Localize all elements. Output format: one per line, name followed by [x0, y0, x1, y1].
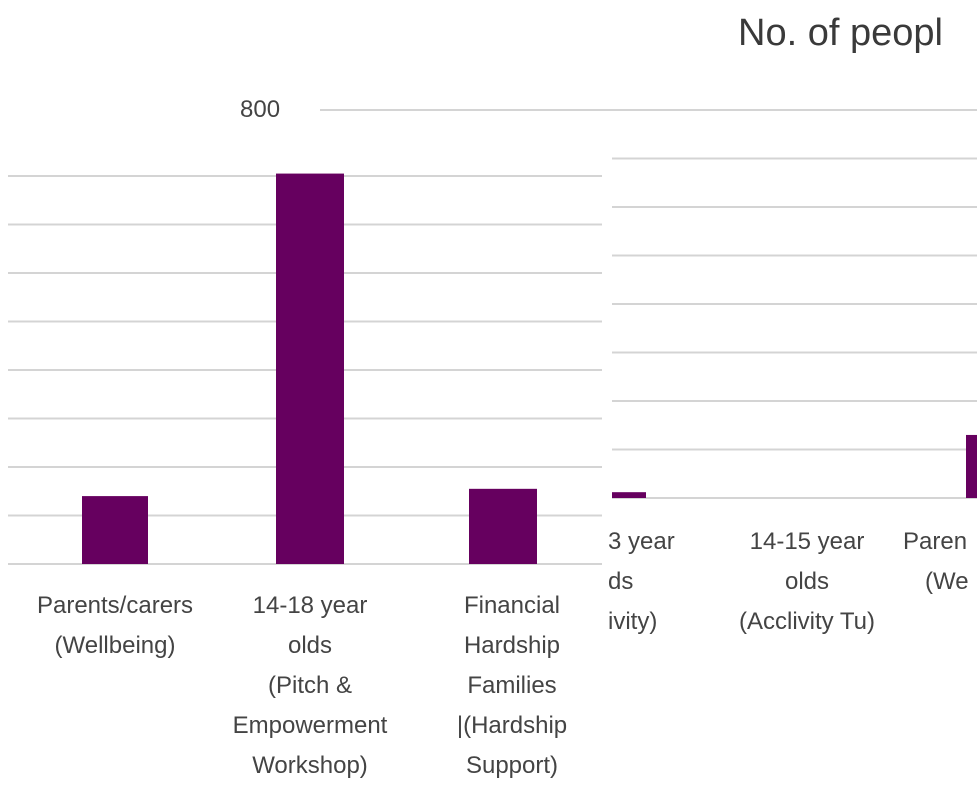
bar — [966, 434, 977, 498]
bar — [276, 173, 344, 564]
bar — [82, 496, 148, 564]
x-category-label: 3 year ds ivity) — [608, 528, 675, 635]
x-category-label: Financial Hardship Families |(Hardship S… — [456, 592, 568, 779]
bar — [612, 492, 646, 498]
x-category-label: Parents/carers (Wellbeing) — [36, 592, 194, 659]
x-category-label: 14-15 year olds (Acclivity Tu) — [738, 528, 875, 635]
chart-title: No. of peopl — [738, 12, 943, 54]
x-category-label: 14-18 year olds (Pitch & Empowerment Wor… — [232, 592, 388, 779]
bar — [469, 488, 537, 564]
x-category-label: Paren (We — [903, 528, 969, 595]
y-tick-label: 800 — [240, 96, 281, 123]
